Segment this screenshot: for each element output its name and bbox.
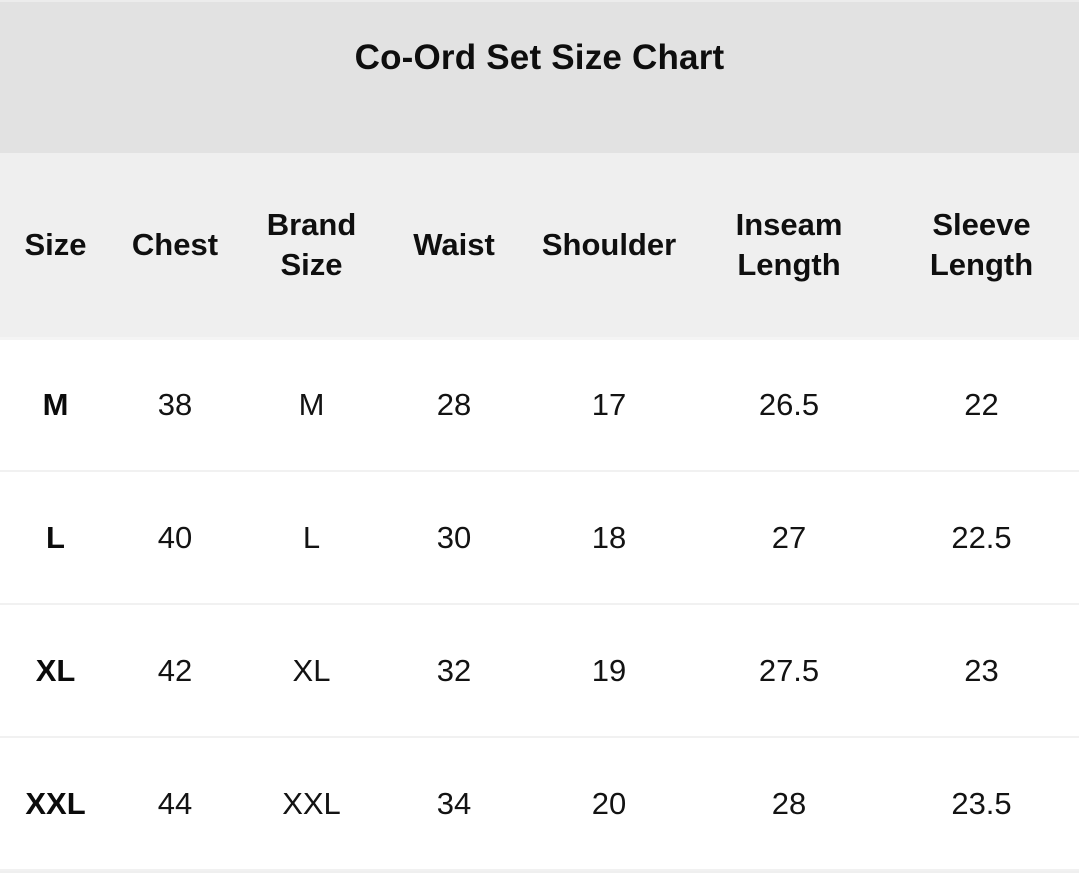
cell-brand-size: M <box>239 338 384 472</box>
column-header-brand-size: Brand Size <box>239 153 384 340</box>
cell-chest: 38 <box>111 338 239 472</box>
cell-sleeve-length: 23 <box>884 604 1079 738</box>
cell-shoulder: 20 <box>524 737 694 871</box>
cell-shoulder: 18 <box>524 471 694 605</box>
cell-sleeve-length: 22.5 <box>884 471 1079 605</box>
cell-waist: 34 <box>384 737 524 871</box>
cell-size: XL <box>0 604 111 738</box>
cell-sleeve-length: 23.5 <box>884 737 1079 871</box>
cell-chest: 40 <box>111 471 239 605</box>
cell-inseam-length: 28 <box>694 737 884 871</box>
size-chart-table: Size Chest Brand Size Waist Shoulder Ins… <box>0 153 1079 871</box>
table-header: Size Chest Brand Size Waist Shoulder Ins… <box>0 153 1079 340</box>
cell-inseam-length: 26.5 <box>694 338 884 472</box>
table-row: XL 42 XL 32 19 27.5 23 <box>0 604 1079 738</box>
cell-size: L <box>0 471 111 605</box>
table-header-row: Size Chest Brand Size Waist Shoulder Ins… <box>0 153 1079 340</box>
cell-chest: 44 <box>111 737 239 871</box>
cell-brand-size: XL <box>239 604 384 738</box>
cell-inseam-length: 27 <box>694 471 884 605</box>
column-header-shoulder: Shoulder <box>524 153 694 340</box>
column-header-chest: Chest <box>111 153 239 340</box>
cell-sleeve-length: 22 <box>884 338 1079 472</box>
page-title: Co-Ord Set Size Chart <box>354 37 725 77</box>
cell-brand-size: XXL <box>239 737 384 871</box>
cell-size: XXL <box>0 737 111 871</box>
column-header-size: Size <box>0 153 111 340</box>
table-row: L 40 L 30 18 27 22.5 <box>0 471 1079 605</box>
chart-title-band: Co-Ord Set Size Chart <box>0 0 1079 153</box>
column-header-inseam-length: Inseam Length <box>694 153 884 340</box>
cell-waist: 32 <box>384 604 524 738</box>
table-row: M 38 M 28 17 26.5 22 <box>0 338 1079 472</box>
table-body: M 38 M 28 17 26.5 22 L 40 L 30 18 27 22.… <box>0 338 1079 871</box>
cell-size: M <box>0 338 111 472</box>
cell-brand-size: L <box>239 471 384 605</box>
cell-inseam-length: 27.5 <box>694 604 884 738</box>
cell-shoulder: 17 <box>524 338 694 472</box>
cell-waist: 28 <box>384 338 524 472</box>
column-header-waist: Waist <box>384 153 524 340</box>
table-row: XXL 44 XXL 34 20 28 23.5 <box>0 737 1079 871</box>
cell-waist: 30 <box>384 471 524 605</box>
column-header-sleeve-length: Sleeve Length <box>884 153 1079 340</box>
cell-chest: 42 <box>111 604 239 738</box>
cell-shoulder: 19 <box>524 604 694 738</box>
